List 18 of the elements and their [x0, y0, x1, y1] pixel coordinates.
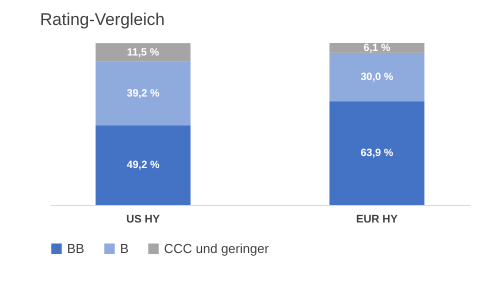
legend-label: CCC und geringer: [164, 240, 270, 256]
bar: [96, 43, 191, 62]
bar: [96, 125, 191, 205]
data-label: 49,2 %: [126, 159, 160, 172]
data-label: 6,1 %: [363, 42, 392, 54]
bar: [329, 43, 424, 53]
x-tick-label: EUR HY: [356, 214, 398, 226]
legend-label: B: [120, 240, 129, 256]
data-label: 39,2 %: [126, 88, 160, 100]
bar: [329, 101, 424, 205]
legend-label: BB: [67, 240, 84, 256]
bar: [329, 52, 424, 102]
data-label: 30,0 %: [360, 71, 394, 84]
data-label: 11,5 %: [127, 46, 160, 58]
chart-title: Rating-Vergleich: [40, 10, 165, 29]
x-tick-label: US HY: [126, 214, 161, 226]
bar: [96, 62, 191, 126]
data-label: 63,9 %: [360, 147, 394, 160]
